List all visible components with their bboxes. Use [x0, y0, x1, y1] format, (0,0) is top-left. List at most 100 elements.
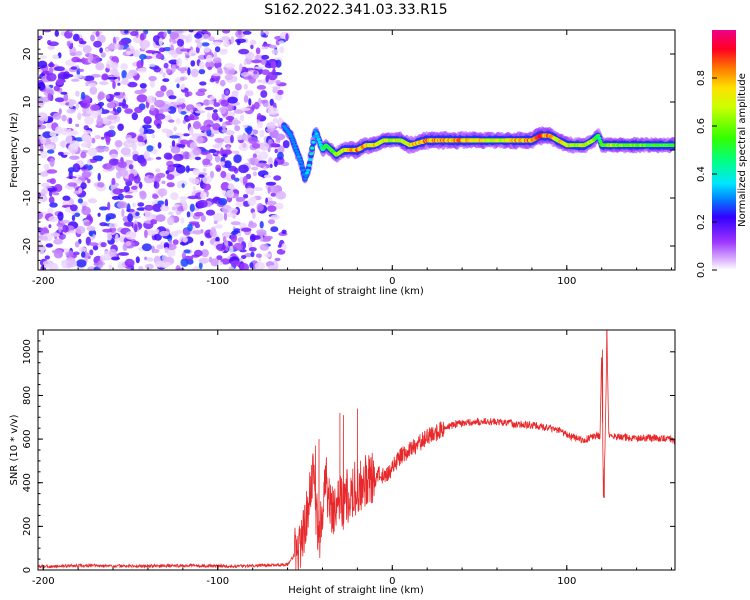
- noise-blob: [188, 126, 194, 136]
- noise-blob: [249, 262, 254, 269]
- noise-blob: [99, 255, 106, 262]
- ridge-core: [302, 177, 308, 181]
- snr-ytick-label: 200: [22, 517, 33, 536]
- noise-blob: [74, 74, 84, 79]
- noise-blob: [181, 252, 186, 260]
- noise-blob: [266, 121, 276, 130]
- noise-blob: [191, 178, 200, 185]
- snr-xtick-label: -100: [206, 576, 229, 587]
- noise-blob: [196, 41, 203, 49]
- ridge-core: [300, 168, 306, 172]
- noise-blob: [259, 243, 270, 251]
- noise-blob: [236, 134, 244, 141]
- noise-blob: [267, 265, 279, 270]
- noise-blob: [67, 182, 77, 187]
- noise-blob: [61, 114, 67, 122]
- noise-blob: [213, 109, 218, 113]
- noise-blob: [220, 181, 230, 191]
- noise-blob: [175, 267, 185, 270]
- noise-blob: [150, 219, 158, 225]
- noise-blob: [208, 99, 215, 105]
- noise-blob: [180, 258, 189, 267]
- figure-title: S162.2022.341.03.33.R15: [264, 2, 447, 18]
- noise-blob: [243, 76, 252, 80]
- noise-blob: [213, 213, 224, 222]
- noise-blob: [90, 34, 95, 42]
- noise-blob: [71, 78, 80, 82]
- noise-blob: [220, 170, 227, 179]
- noise-blob: [118, 168, 128, 177]
- noise-blob: [247, 197, 257, 206]
- noise-blob: [215, 164, 222, 172]
- noise-blob: [194, 211, 204, 217]
- noise-blob: [49, 157, 55, 167]
- noise-blob: [182, 151, 190, 160]
- noise-blob: [109, 68, 119, 75]
- noise-blob: [106, 115, 118, 120]
- noise-blob: [246, 125, 253, 135]
- noise-blob: [80, 91, 86, 100]
- noise-blob: [62, 195, 71, 202]
- noise-blob: [92, 234, 96, 239]
- noise-blob: [214, 137, 224, 143]
- noise-blob: [89, 249, 94, 256]
- noise-blob: [237, 232, 242, 237]
- noise-blob: [58, 151, 64, 156]
- noise-blob: [275, 59, 282, 68]
- noise-blob: [140, 158, 147, 167]
- noise-blob: [81, 251, 86, 258]
- noise-blob: [264, 46, 269, 50]
- noise-blob: [90, 104, 100, 111]
- noise-blob: [48, 62, 55, 68]
- colorbar-tick-label: 0.4: [696, 166, 707, 182]
- noise-blob: [240, 107, 251, 111]
- noise-blob: [282, 140, 290, 149]
- noise-blob: [273, 175, 282, 181]
- noise-blob: [217, 66, 223, 75]
- noise-blob: [197, 88, 207, 93]
- noise-blob: [122, 77, 129, 85]
- noise-blob: [97, 172, 101, 182]
- noise-blob: [108, 264, 113, 270]
- noise-blob: [78, 68, 84, 72]
- noise-blob: [233, 242, 244, 251]
- noise-blob: [167, 30, 172, 35]
- noise-blob: [112, 188, 123, 195]
- noise-blob: [74, 241, 80, 248]
- ridge-core: [294, 149, 299, 153]
- noise-blob: [52, 192, 60, 196]
- noise-blob: [40, 195, 48, 203]
- noise-blob: [120, 147, 131, 156]
- ridge-core: [296, 155, 301, 159]
- noise-blob: [112, 81, 116, 89]
- noise-blob: [125, 231, 136, 240]
- noise-blob: [202, 33, 210, 40]
- noise-blob: [182, 133, 190, 137]
- noise-blob: [100, 52, 106, 58]
- noise-blob: [244, 253, 253, 258]
- colorbar-ticks: 0.0 0.2 0.4 0.6 0.8: [696, 70, 717, 278]
- noise-blob: [139, 181, 143, 189]
- noise-blob: [39, 171, 49, 177]
- noise-blob: [66, 40, 71, 47]
- noise-blob: [253, 187, 264, 192]
- noise-blob: [278, 40, 285, 44]
- noise-blob: [268, 157, 273, 166]
- noise-blob: [198, 262, 203, 270]
- noise-blob: [260, 30, 264, 36]
- noise-blob: [124, 30, 129, 34]
- noise-blob: [68, 30, 73, 33]
- noise-blob: [229, 245, 234, 255]
- noise-blob: [60, 91, 68, 95]
- noise-blob: [154, 99, 165, 108]
- noise-blob: [235, 83, 242, 91]
- noise-blob: [49, 202, 58, 208]
- noise-blob: [209, 96, 216, 100]
- noise-blob: [198, 69, 206, 75]
- noise-blob: [217, 261, 224, 265]
- noise-blob: [130, 185, 138, 190]
- noise-blob: [221, 190, 226, 196]
- noise-blob: [95, 145, 106, 153]
- noise-blob: [187, 223, 193, 232]
